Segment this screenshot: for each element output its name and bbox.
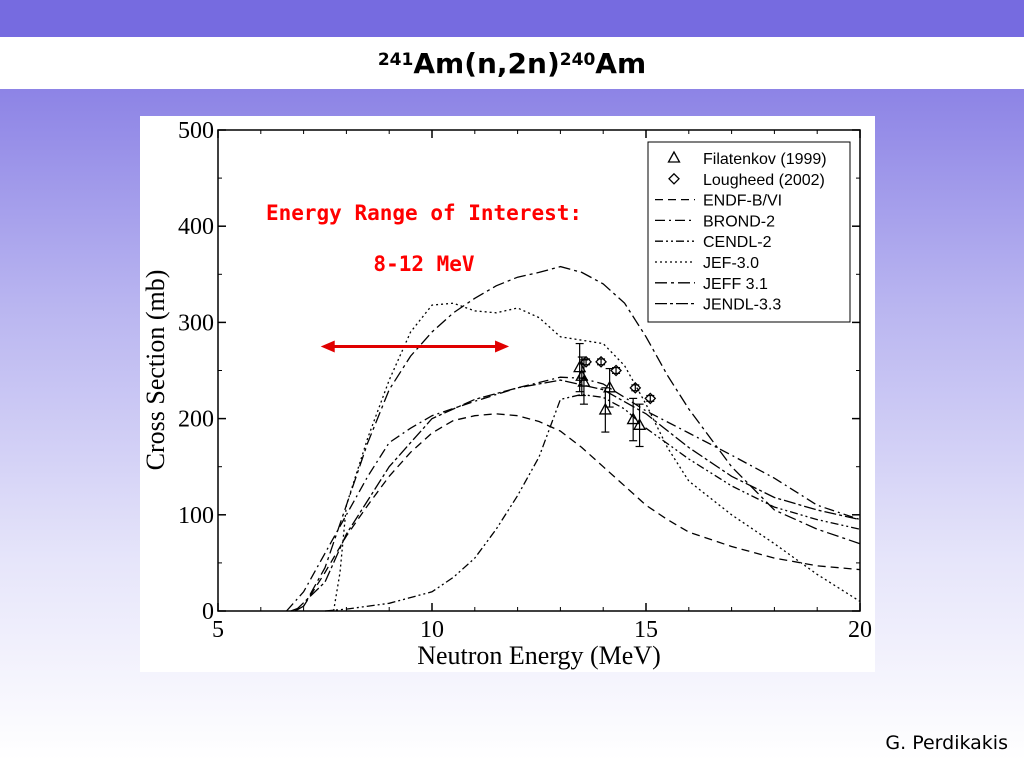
annotation-line-1: Energy Range of Interest: [266, 201, 582, 225]
y-tick-label-400: 400 [178, 214, 214, 240]
series-line-endf-b-vi [290, 413, 861, 612]
y-tick-label-200: 200 [178, 407, 214, 433]
y-tick-label-0: 0 [202, 599, 214, 625]
legend-swatch-filatenkov-1999- [667, 150, 681, 163]
series-line-brond-2 [286, 376, 861, 612]
chart-panel: 5 10 15 20 0 100 200 300 400 500 Neutron Energy (… [140, 116, 875, 672]
legend-label-lougheed-2002-: Lougheed (2002) [703, 172, 825, 189]
top-accent-band [0, 0, 1024, 37]
legend-label-cendl-2: CENDL-2 [703, 234, 772, 251]
arrow-head-left [320, 340, 335, 353]
experimental-points [573, 342, 657, 448]
y-tick-label-300: 300 [178, 310, 214, 336]
legend-label-jendl-3-3: JENDL-3.3 [703, 297, 781, 314]
legend-swatch-lougheed-2002- [668, 172, 680, 185]
y-tick-label-500: 500 [178, 118, 214, 144]
title-superscript-mass-240: 240 [559, 50, 596, 70]
title-superscript-mass-241: 241 [377, 50, 414, 70]
y-axis-label: Cross Section (mb) [141, 270, 170, 471]
data-point-lougheed [629, 381, 642, 394]
data-point-filatenkov [598, 402, 612, 415]
data-point-filatenkov [632, 417, 647, 430]
data-point-lougheed [580, 355, 592, 368]
legend-label-filatenkov-1999-: Filatenkov (1999) [703, 151, 827, 168]
legend-label-endf-b-vi: ENDF-B/VI [703, 193, 782, 210]
x-tick-label-10: 10 [420, 617, 444, 643]
series-line-cendl-2 [324, 393, 861, 612]
data-point-lougheed [610, 364, 622, 377]
legend-label-jeff-3-1: JEFF 3.1 [703, 276, 768, 293]
x-axis-label: Neutron Energy (MeV) [417, 641, 661, 670]
slide-title: 241 Am(n,2n) 240 Am [0, 37, 1024, 89]
data-point-lougheed [595, 355, 607, 368]
data-point-filatenkov [577, 374, 591, 387]
series-line-jef-3-0 [332, 302, 861, 612]
annotation-line-2: 8-12 MeV [373, 252, 475, 276]
data-point-filatenkov [626, 412, 640, 425]
x-tick-label-20: 20 [848, 617, 872, 643]
legend-box [647, 141, 851, 323]
chart-legend: Filatenkov (1999) Lougheed (2002) ENDF-B/V… [647, 141, 851, 323]
arrow-head-right [495, 340, 510, 353]
title-reaction-text: Am(n,2n) [413, 46, 560, 80]
author-credit: G. Perdikakis [885, 732, 1008, 754]
data-point-filatenkov [573, 360, 587, 373]
title-product-text: Am [595, 46, 647, 80]
x-tick-label-5: 5 [212, 617, 224, 643]
x-tick-label-15: 15 [634, 617, 658, 643]
energy-range-arrow [320, 340, 510, 353]
series-line-jendl-3-3 [294, 379, 861, 612]
y-tick-label-100: 100 [178, 503, 214, 529]
evaluation-curves [286, 265, 861, 612]
data-point-filatenkov [603, 380, 617, 393]
data-point-lougheed [644, 392, 657, 405]
series-line-jeff-3-1 [294, 265, 861, 612]
legend-label-brond-2: BROND-2 [703, 213, 775, 230]
legend-label-jef-3-0: JEF-3.0 [703, 255, 759, 272]
